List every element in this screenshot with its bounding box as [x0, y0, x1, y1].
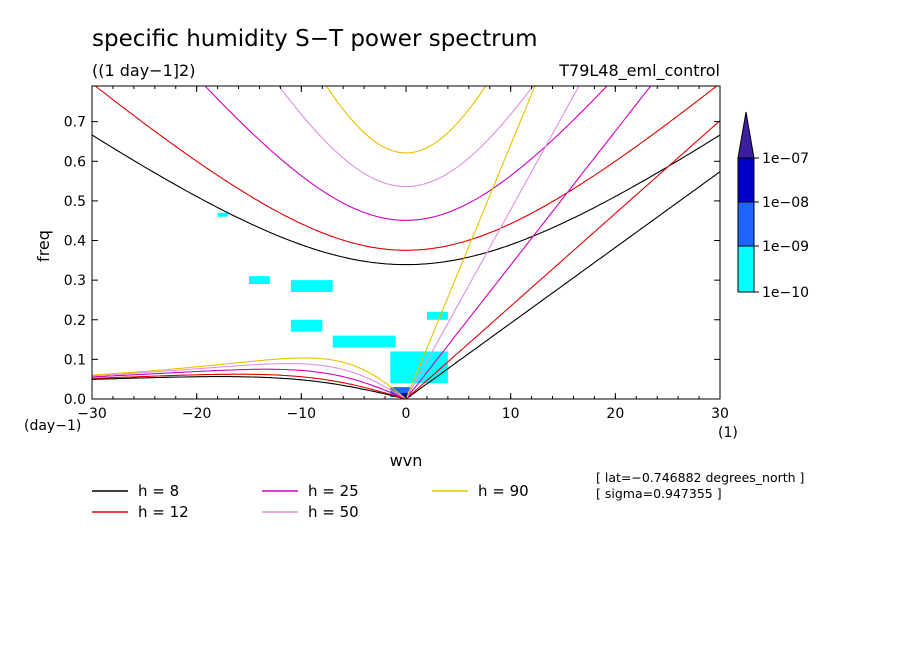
y-tick-label-7: 0.7 — [64, 115, 86, 131]
curve-4-0 — [325, 86, 487, 154]
y-axis-label: freq — [34, 230, 53, 262]
curve-rossby-1 — [92, 373, 407, 399]
lat-annotation: [ lat=−0.746882 degrees_north ] — [596, 470, 804, 485]
legend-label-4: h = 90 — [478, 482, 529, 500]
legend-label-1: h = 12 — [138, 503, 189, 521]
curve-1-0 — [94, 86, 718, 251]
dispersion-curves — [92, 86, 720, 399]
x-axis: −30 −20 −10 0 10 20 30 — [77, 86, 729, 422]
curve-rossby-0 — [92, 376, 407, 399]
curve-rossby-4 — [92, 357, 407, 399]
legend-label-2: h = 25 — [308, 482, 359, 500]
chart-subtitle: ((1 day−1]2) — [92, 61, 195, 80]
curve-3-0 — [278, 86, 534, 188]
x-unit-label: (1) — [718, 425, 738, 441]
y-tick-label-1: 0.1 — [64, 352, 86, 368]
x-tick-label-4: 10 — [502, 406, 520, 422]
curve-4-1 — [405, 86, 536, 399]
y-tick-label-2: 0.2 — [64, 313, 86, 329]
legend-label-0: h = 8 — [138, 482, 179, 500]
y-unit-label: (day−1) — [24, 418, 81, 434]
spectrum-patch-5 — [217, 212, 229, 217]
curve-0-0 — [92, 134, 720, 266]
spectrum-patch-4 — [249, 276, 270, 285]
x-tick-label-1: −20 — [182, 406, 212, 422]
colorbar-label-3: 1e−10 — [762, 285, 809, 301]
curve-2-0 — [204, 86, 608, 221]
curve-3-1 — [405, 86, 580, 399]
legend-label-3: h = 50 — [308, 503, 359, 521]
y-tick-label-4: 0.4 — [64, 234, 86, 250]
x-tick-label-2: −10 — [287, 406, 317, 422]
x-tick-label-6: 30 — [711, 406, 729, 422]
run-label: T79L48_eml_control — [558, 61, 720, 81]
spectrum-patch-2 — [290, 319, 323, 332]
colorbar-swatch-1 — [737, 201, 755, 247]
colorbar-cap — [737, 111, 755, 159]
curve-2-1 — [405, 86, 652, 399]
legend: h = 8 h = 12 h = 25 h = 50 h = 90 — [92, 482, 529, 521]
spectrum-patch-1 — [332, 335, 396, 348]
x-tick-label-0: −30 — [77, 406, 107, 422]
y-axis: 0.0 0.1 0.2 0.3 0.4 0.5 0.6 0.7 — [64, 115, 720, 408]
curve-0-1 — [405, 171, 720, 399]
colorbar-swatch-0 — [737, 157, 755, 203]
y-tick-label-5: 0.5 — [64, 194, 86, 210]
spectrum-patch-6 — [426, 311, 448, 320]
curve-1-1 — [405, 120, 720, 399]
curve-rossby-3 — [92, 363, 407, 399]
spectrum-patch-7 — [390, 387, 412, 398]
chart-title: specific humidity S−T power spectrum — [92, 26, 538, 52]
colorbar: 1e−07 1e−08 1e−09 1e−10 — [737, 111, 809, 301]
y-tick-label-3: 0.3 — [64, 273, 86, 289]
spectrum-patches — [217, 212, 448, 399]
colorbar-label-1: 1e−08 — [762, 195, 809, 211]
colorbar-label-2: 1e−09 — [762, 239, 809, 255]
colorbar-swatch-2 — [737, 245, 755, 293]
x-tick-label-3: 0 — [402, 406, 411, 422]
y-tick-label-0: 0.0 — [64, 392, 86, 408]
sigma-annotation: [ sigma=0.947355 ] — [596, 486, 722, 501]
x-tick-label-5: 20 — [606, 406, 624, 422]
colorbar-label-0: 1e−07 — [762, 151, 809, 167]
y-tick-label-6: 0.6 — [64, 154, 86, 170]
spectrum-patch-8 — [400, 393, 409, 399]
curve-rossby-2 — [92, 368, 407, 399]
spectrum-patch-3 — [290, 280, 333, 293]
x-axis-label: wvn — [390, 451, 423, 470]
